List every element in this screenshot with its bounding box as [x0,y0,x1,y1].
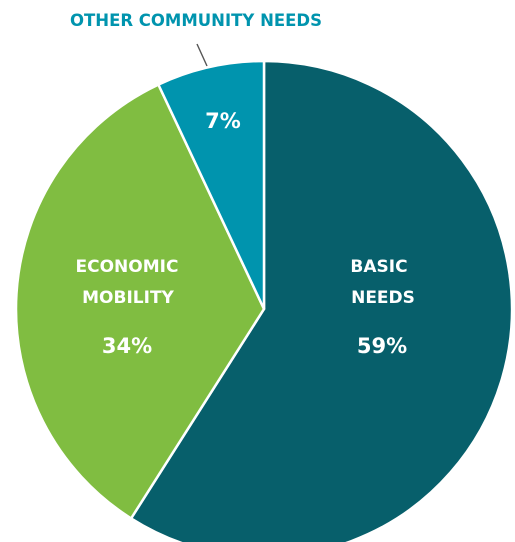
pie-slices [14,59,514,542]
pie-slice-economic [14,83,266,520]
callout-leader-line [196,43,208,67]
slice-label-economic-line2: MOBILITY [82,288,174,308]
pie-slice-other [157,59,266,311]
slice-label-economic-line1: ECONOMIC [76,257,179,277]
slice-percent-other: 7% [205,109,241,133]
pie-slice-basic [129,59,514,542]
slice-label-basic-line1: BASIC [350,257,407,277]
slice-label-basic-line2: NEEDS [351,288,415,308]
slice-percent-economic: 34% [102,334,152,358]
slice-percent-basic: 59% [357,334,407,358]
callout-label-other-community-needs: OTHER COMMUNITY NEEDS [70,11,322,30]
